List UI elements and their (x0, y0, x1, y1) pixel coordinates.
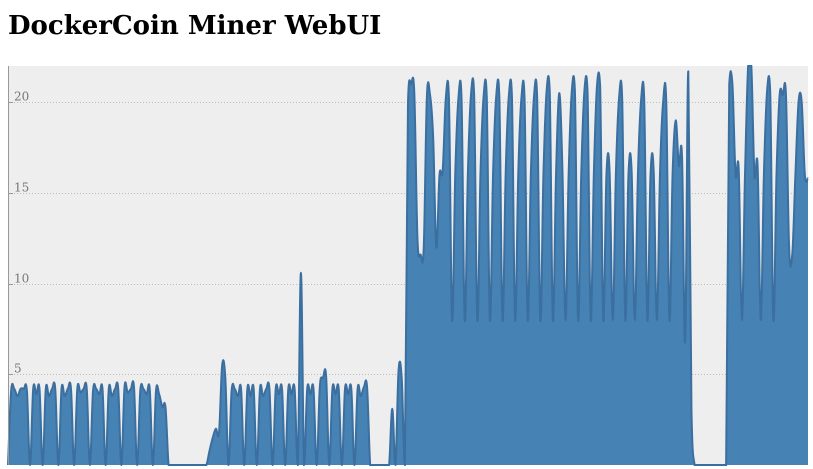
series-layer (7, 65, 809, 467)
y-axis-ticks: 5 10 15 20 (8, 90, 29, 376)
y-tick-label-15: 15 (14, 181, 29, 195)
series-line (7, 65, 809, 467)
page-title: DockerCoin Miner WebUI (8, 11, 382, 41)
series-area (8, 66, 808, 465)
y-tick-label-10: 10 (14, 272, 29, 286)
y-tick-label-5: 5 (14, 362, 22, 376)
y-tick-label-20: 20 (14, 90, 29, 104)
